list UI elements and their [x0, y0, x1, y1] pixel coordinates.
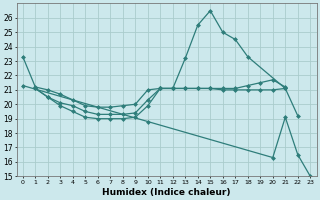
X-axis label: Humidex (Indice chaleur): Humidex (Indice chaleur)	[102, 188, 231, 197]
